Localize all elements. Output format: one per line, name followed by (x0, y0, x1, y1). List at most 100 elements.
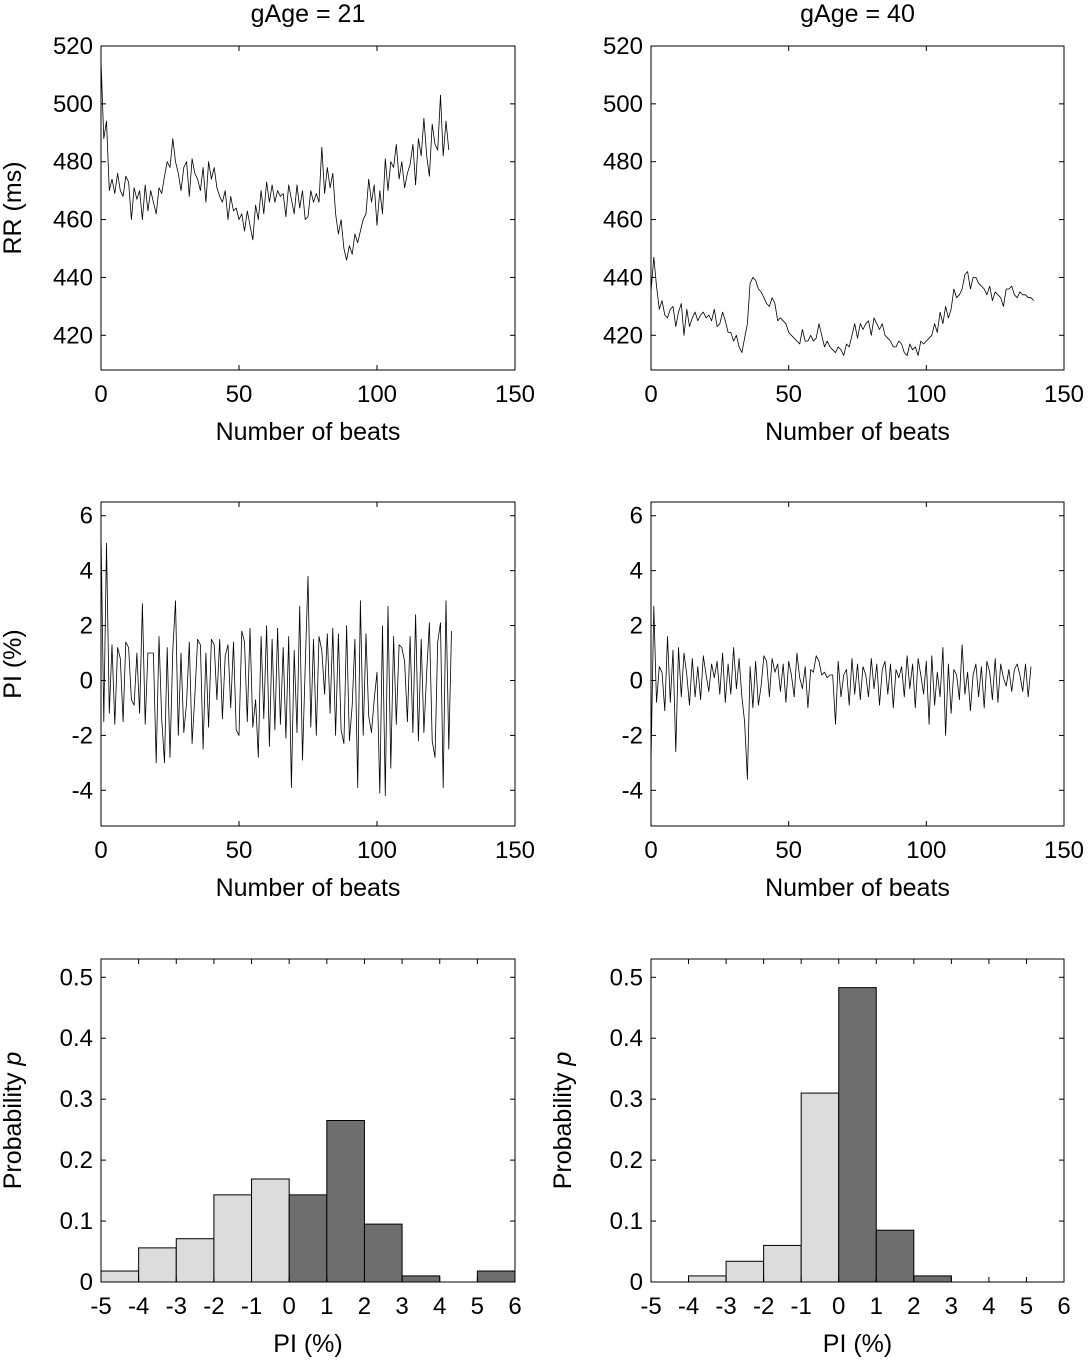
panel-rr-21: 0 50 100 150 420 440 460 480 500 520 Number of bea… (0, 0, 535, 446)
x-axis-label: Number of beats (216, 418, 401, 446)
histogram-bar (363, 1223, 403, 1283)
y-tick-label: -4 (72, 777, 93, 804)
x-tick-label: 100 (357, 837, 397, 864)
x-axis-label: Number of beats (216, 874, 401, 902)
y-axis-label: Probability p (0, 1052, 27, 1190)
x-tick-label: 0 (644, 837, 657, 864)
x-tick-label: 100 (906, 837, 946, 864)
y-tick-label: 2 (630, 613, 643, 640)
x-tick-label: 150 (495, 381, 535, 408)
plot-frame (650, 501, 1065, 827)
x-tick-label: -5 (640, 1293, 661, 1320)
y-tick-label: 4 (630, 558, 643, 585)
x-tick-label: -5 (90, 1293, 111, 1320)
y-tick-label: 440 (53, 264, 93, 291)
x-tick-label: 2 (907, 1293, 920, 1320)
histogram-bar (326, 1120, 365, 1283)
x-tick-label: -2 (753, 1293, 774, 1320)
x-tick-label: -1 (791, 1293, 812, 1320)
panel-title: gAge = 21 (251, 0, 366, 28)
y-tick-label: 420 (53, 322, 93, 349)
plot-frame (100, 501, 516, 827)
x-tick-label: 150 (1044, 837, 1084, 864)
x-tick-label: 6 (508, 1293, 521, 1320)
y-tick-label: 0.5 (60, 964, 93, 991)
y-tick-label: 460 (53, 207, 93, 234)
series-line (650, 605, 1032, 780)
histogram-bar (100, 1270, 140, 1283)
x-tick-label: 150 (495, 837, 535, 864)
x-axis-label: PI (%) (273, 1330, 342, 1358)
x-tick-label: -3 (715, 1293, 736, 1320)
x-axis-label: PI (%) (823, 1330, 892, 1358)
x-tick-label: 4 (433, 1293, 446, 1320)
y-tick-label: 0 (80, 1269, 93, 1296)
x-tick-label: 0 (94, 837, 107, 864)
y-tick-label: 0.1 (60, 1208, 93, 1235)
plot-frame (100, 45, 516, 371)
histogram-bar (875, 1229, 915, 1283)
plot-frame (100, 958, 516, 1283)
histogram-bar (913, 1275, 952, 1283)
panel-title: gAge = 40 (800, 0, 915, 28)
histogram-bar (251, 1178, 290, 1283)
plot-frame (650, 958, 1065, 1283)
y-tick-label: 0.1 (610, 1208, 643, 1235)
series-line (650, 256, 1034, 356)
series-line (100, 60, 450, 261)
x-tick-label: -1 (241, 1293, 262, 1320)
panel-pi-21: 0 50 100 150 -4 -2 0 2 4 6 Number of beats PI (%) (0, 501, 535, 902)
x-tick-label: 50 (226, 381, 253, 408)
x-tick-label: 100 (357, 381, 397, 408)
x-tick-label: 100 (906, 381, 946, 408)
y-tick-label: 0 (80, 667, 93, 694)
x-tick-label: -4 (678, 1293, 699, 1320)
panel-pi-40: 0 50 100 150 -4 -2 0 2 4 6 Number of beats (622, 501, 1084, 902)
panel-rr-40: 0 50 100 150 420 440 460 480 500 520 Number of bea… (603, 0, 1084, 446)
histogram-bar (401, 1275, 441, 1283)
x-tick-label: 1 (320, 1293, 333, 1320)
y-tick-label: 500 (53, 91, 93, 118)
y-tick-label: 500 (603, 91, 643, 118)
y-tick-label: 0.3 (610, 1086, 643, 1113)
y-tick-label: 0.5 (610, 964, 643, 991)
x-tick-label: -4 (128, 1293, 149, 1320)
x-tick-label: 5 (471, 1293, 484, 1320)
y-tick-label: -2 (72, 722, 93, 749)
histogram-bar (138, 1247, 177, 1283)
y-tick-label: 520 (603, 33, 643, 60)
y-axis-label: Probability p (549, 1052, 577, 1190)
y-tick-label: -4 (622, 777, 643, 804)
x-tick-label: 4 (982, 1293, 995, 1320)
x-tick-label: 5 (1020, 1293, 1033, 1320)
panel-hist-40: -5 -4 -3 -2 -1 0 1 2 3 4 5 600.10.20.30.40.5PI (%)P… (549, 958, 1071, 1358)
y-tick-label: 4 (80, 558, 93, 585)
y-tick-label: 440 (603, 264, 643, 291)
x-tick-label: -2 (203, 1293, 224, 1320)
histogram-bar (688, 1275, 727, 1283)
y-tick-label: 2 (80, 613, 93, 640)
y-tick-label: 480 (603, 149, 643, 176)
histogram-bar (763, 1244, 802, 1283)
x-tick-label: 50 (775, 381, 802, 408)
x-axis-label: Number of beats (765, 418, 950, 446)
histogram-bar (476, 1270, 516, 1283)
histogram-bar (288, 1194, 328, 1283)
y-tick-label: 520 (53, 33, 93, 60)
x-axis-label: Number of beats (765, 874, 950, 902)
y-axis-label: PI (%) (0, 629, 27, 698)
y-tick-label: 0.3 (60, 1086, 93, 1113)
plot-frame (650, 45, 1065, 371)
histogram-bar (725, 1260, 765, 1283)
x-tick-label: 1 (870, 1293, 883, 1320)
y-tick-label: 6 (630, 503, 643, 530)
histogram-bar (800, 1092, 840, 1283)
x-tick-label: 0 (644, 381, 657, 408)
x-tick-label: 2 (358, 1293, 371, 1320)
y-tick-label: 460 (603, 207, 643, 234)
y-tick-label: 0.4 (610, 1025, 643, 1052)
x-tick-label: 6 (1057, 1293, 1070, 1320)
y-tick-label: 0.2 (60, 1147, 93, 1174)
panel-hist-21: -5 -4 -3 -2 -1 0 1 2 3 4 5 600.10.20.30.40.5PI (%)P… (0, 958, 522, 1358)
